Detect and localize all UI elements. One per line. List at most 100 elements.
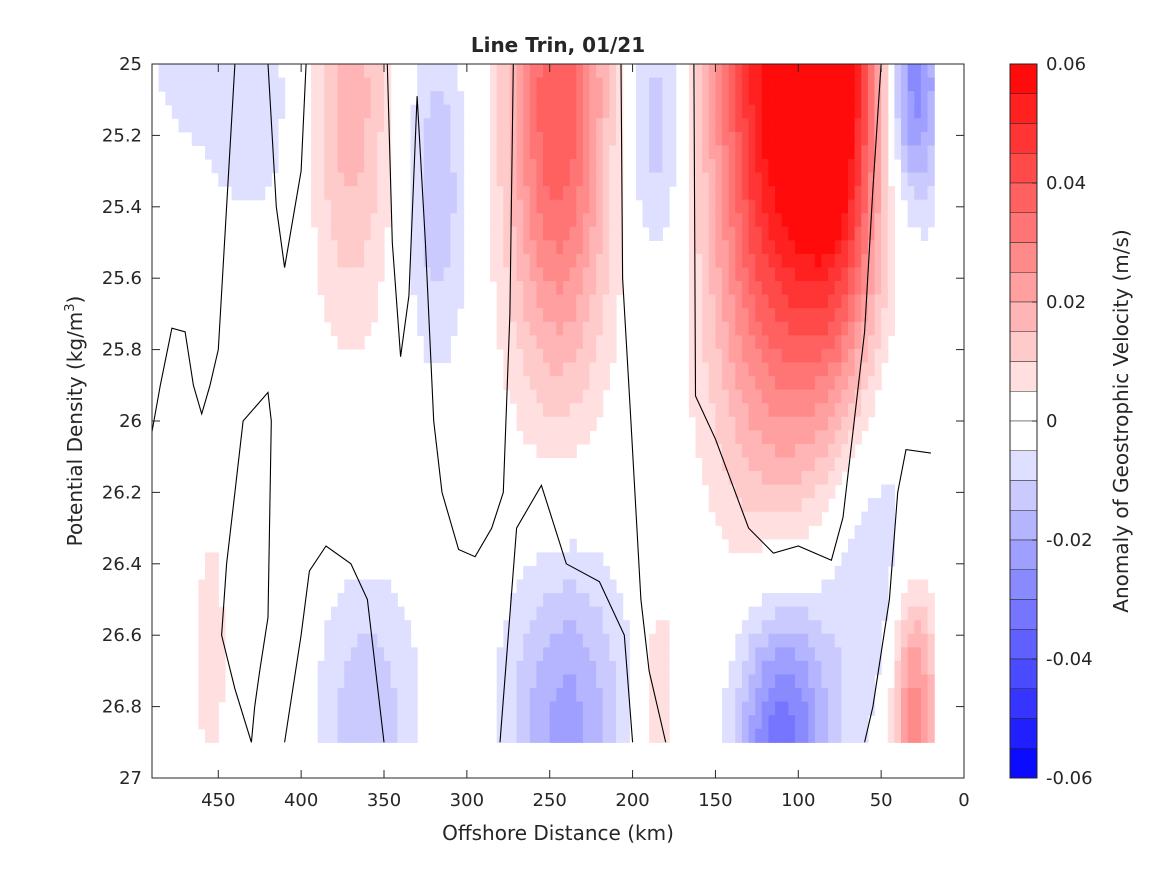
field-cell bbox=[828, 579, 836, 594]
field-cell bbox=[191, 77, 199, 92]
field-cell bbox=[748, 104, 756, 119]
field-cell bbox=[158, 77, 166, 92]
field-cell bbox=[596, 674, 604, 689]
field-cell bbox=[582, 688, 591, 703]
field-cell bbox=[198, 633, 206, 648]
field-cell bbox=[317, 172, 325, 187]
field-cell bbox=[808, 376, 816, 391]
field-cell bbox=[821, 403, 829, 418]
field-cell bbox=[854, 565, 862, 581]
field-cell bbox=[708, 226, 717, 241]
field-cell bbox=[536, 416, 544, 431]
field-cell bbox=[596, 213, 604, 228]
field-cell bbox=[503, 172, 511, 187]
field-cell bbox=[417, 118, 425, 133]
field-cell bbox=[377, 131, 385, 146]
field-cell bbox=[417, 253, 425, 269]
field-cell bbox=[556, 281, 564, 296]
field-cell bbox=[205, 77, 213, 92]
field-cell bbox=[841, 416, 849, 431]
field-cell bbox=[907, 579, 915, 594]
field-cell bbox=[722, 484, 730, 499]
field-cell bbox=[788, 253, 796, 269]
field-cell bbox=[589, 416, 597, 431]
field-cell bbox=[801, 484, 809, 499]
field-cell bbox=[271, 104, 279, 119]
field-cell bbox=[509, 199, 518, 214]
field-cell bbox=[238, 77, 246, 92]
field-cell bbox=[722, 443, 730, 459]
field-cell bbox=[814, 715, 823, 730]
field-cell bbox=[914, 728, 922, 743]
field-cell bbox=[496, 158, 504, 174]
field-cell bbox=[596, 728, 604, 743]
field-cell bbox=[456, 226, 465, 241]
field-cell bbox=[861, 538, 869, 553]
field-cell bbox=[801, 715, 809, 730]
field-cell bbox=[794, 104, 803, 119]
field-cell bbox=[755, 715, 763, 730]
field-cell bbox=[456, 199, 465, 214]
field-cell bbox=[556, 593, 564, 608]
field-cell bbox=[801, 728, 809, 743]
field-cell bbox=[755, 64, 763, 79]
field-cell bbox=[821, 728, 829, 743]
field-cell bbox=[635, 64, 644, 79]
field-cell bbox=[841, 565, 849, 581]
field-cell bbox=[324, 688, 332, 703]
field-cell bbox=[781, 484, 789, 499]
field-cell bbox=[794, 158, 803, 174]
field-cell bbox=[761, 647, 770, 662]
field-cell bbox=[920, 158, 929, 174]
field-cell bbox=[768, 213, 776, 228]
field-cell bbox=[357, 267, 365, 282]
field-cell bbox=[788, 186, 796, 201]
field-cell bbox=[523, 728, 531, 743]
field-cell bbox=[450, 158, 458, 174]
field-cell bbox=[768, 376, 776, 391]
field-cell bbox=[198, 701, 206, 716]
field-cell bbox=[549, 620, 557, 635]
field-cell bbox=[874, 538, 882, 553]
field-cell bbox=[781, 145, 789, 160]
field-cell bbox=[496, 172, 504, 187]
field-cell bbox=[549, 647, 557, 662]
field-cell bbox=[337, 118, 345, 133]
field-cell bbox=[330, 701, 339, 716]
field-cell bbox=[775, 348, 783, 364]
field-cell bbox=[808, 294, 816, 309]
field-cell bbox=[881, 267, 889, 282]
field-cell bbox=[384, 606, 392, 621]
field-cell bbox=[198, 131, 206, 146]
field-cell bbox=[775, 470, 783, 486]
field-cell bbox=[324, 118, 332, 133]
field-cell bbox=[775, 186, 783, 201]
field-cell bbox=[569, 294, 577, 309]
field-cell bbox=[364, 253, 372, 269]
field-cell bbox=[848, 186, 856, 201]
field-cell bbox=[808, 688, 816, 703]
field-cell bbox=[741, 538, 750, 553]
field-cell bbox=[722, 226, 730, 241]
field-cell bbox=[437, 118, 445, 133]
field-cell bbox=[708, 457, 717, 472]
field-cell bbox=[364, 620, 372, 635]
field-cell bbox=[828, 674, 836, 689]
field-cell bbox=[344, 620, 352, 635]
field-cell bbox=[914, 213, 922, 228]
field-cell bbox=[357, 104, 365, 119]
field-cell bbox=[702, 64, 710, 79]
field-cell bbox=[330, 186, 339, 201]
field-cell bbox=[662, 660, 670, 676]
field-cell bbox=[821, 633, 829, 648]
field-cell bbox=[768, 660, 776, 676]
field-cell bbox=[556, 715, 564, 730]
field-cell bbox=[755, 620, 763, 635]
field-cell bbox=[841, 131, 849, 146]
field-cell bbox=[814, 606, 823, 621]
field-cell bbox=[788, 199, 796, 214]
x-tick-label: 450 bbox=[201, 790, 235, 811]
field-cell bbox=[874, 579, 882, 594]
field-cell bbox=[576, 335, 584, 350]
field-cell bbox=[330, 213, 339, 228]
